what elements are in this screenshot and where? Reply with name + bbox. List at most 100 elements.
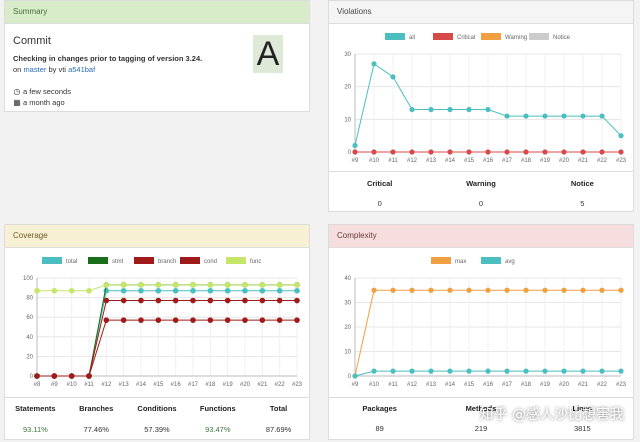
data-point-critical[interactable] xyxy=(523,149,529,155)
data-point-max[interactable] xyxy=(561,287,567,293)
data-point-all[interactable] xyxy=(523,113,529,119)
data-point-critical[interactable] xyxy=(352,149,358,155)
data-point-all[interactable] xyxy=(428,106,434,113)
data-point-branch[interactable] xyxy=(155,297,162,304)
legend-label-cond[interactable]: cond xyxy=(204,259,217,265)
data-point-cond[interactable] xyxy=(276,317,283,323)
data-point-max[interactable] xyxy=(504,287,510,293)
legend-label-critical[interactable]: Critical xyxy=(457,35,475,41)
data-point-all[interactable] xyxy=(466,106,472,113)
data-point-all[interactable] xyxy=(542,113,548,119)
data-point-total[interactable] xyxy=(259,287,266,294)
legend-swatch-warning[interactable] xyxy=(481,33,501,40)
data-point-critical[interactable] xyxy=(466,149,472,155)
data-point-func[interactable] xyxy=(138,282,144,288)
data-point-critical[interactable] xyxy=(485,149,491,155)
legend-label-avg[interactable]: avg xyxy=(505,259,515,265)
data-point-branch[interactable] xyxy=(242,297,248,304)
data-point-func[interactable] xyxy=(276,282,283,288)
data-point-cond[interactable] xyxy=(68,373,75,379)
data-point-cond[interactable] xyxy=(86,373,92,379)
data-point-max[interactable] xyxy=(466,287,472,293)
data-point-total[interactable] xyxy=(207,287,214,294)
data-point-cond[interactable] xyxy=(294,317,300,323)
data-point-cond[interactable] xyxy=(51,373,58,379)
data-point-total[interactable] xyxy=(138,287,144,294)
data-point-cond[interactable] xyxy=(190,317,196,323)
data-point-branch[interactable] xyxy=(224,297,231,304)
data-point-total[interactable] xyxy=(155,287,162,294)
data-point-avg[interactable] xyxy=(599,368,605,374)
data-point-func[interactable] xyxy=(294,282,300,288)
data-point-avg[interactable] xyxy=(523,368,529,374)
data-point-branch[interactable] xyxy=(103,297,110,304)
data-point-branch[interactable] xyxy=(276,297,283,304)
data-point-max[interactable] xyxy=(485,287,491,293)
data-point-func[interactable] xyxy=(155,282,162,288)
data-point-branch[interactable] xyxy=(294,297,300,304)
data-point-cond[interactable] xyxy=(207,317,214,323)
data-point-critical[interactable] xyxy=(390,149,396,155)
legend-label-total[interactable]: total xyxy=(66,259,77,265)
data-point-total[interactable] xyxy=(242,287,248,294)
legend-label-max[interactable]: max xyxy=(455,259,466,265)
data-point-func[interactable] xyxy=(68,287,75,294)
data-point-cond[interactable] xyxy=(224,317,231,323)
data-point-max[interactable] xyxy=(580,287,586,293)
data-point-cond[interactable] xyxy=(34,373,40,379)
data-point-all[interactable] xyxy=(409,106,415,113)
legend-swatch-max[interactable] xyxy=(431,257,451,264)
data-point-max[interactable] xyxy=(409,287,415,293)
data-point-max[interactable] xyxy=(390,287,396,293)
data-point-cond[interactable] xyxy=(172,317,179,323)
data-point-func[interactable] xyxy=(190,282,196,288)
data-point-all[interactable] xyxy=(618,133,624,139)
data-point-total[interactable] xyxy=(276,287,283,294)
data-point-critical[interactable] xyxy=(542,149,548,155)
data-point-func[interactable] xyxy=(207,282,214,288)
data-point-critical[interactable] xyxy=(580,149,586,155)
data-point-all[interactable] xyxy=(447,106,453,113)
data-point-critical[interactable] xyxy=(447,149,453,155)
data-point-func[interactable] xyxy=(103,282,110,288)
legend-label-warning[interactable]: Warning xyxy=(505,35,527,41)
data-point-max[interactable] xyxy=(523,287,529,293)
data-point-total[interactable] xyxy=(172,287,179,294)
data-point-total[interactable] xyxy=(294,287,300,294)
data-point-all[interactable] xyxy=(580,113,586,119)
data-point-max[interactable] xyxy=(447,287,453,293)
data-point-func[interactable] xyxy=(259,282,266,288)
data-point-cond[interactable] xyxy=(138,317,144,323)
legend-swatch-stmt[interactable] xyxy=(88,257,108,264)
data-point-all[interactable] xyxy=(561,113,567,119)
legend-label-all[interactable]: all xyxy=(409,35,415,41)
legend-swatch-total[interactable] xyxy=(42,257,62,264)
legend-swatch-cond[interactable] xyxy=(180,257,200,264)
data-point-total[interactable] xyxy=(120,287,127,294)
data-point-func[interactable] xyxy=(120,282,127,288)
data-point-avg[interactable] xyxy=(466,368,472,374)
legend-label-func[interactable]: func xyxy=(250,259,261,265)
data-point-func[interactable] xyxy=(51,287,58,294)
legend-swatch-avg[interactable] xyxy=(481,257,501,264)
data-point-all[interactable] xyxy=(390,74,396,80)
data-point-branch[interactable] xyxy=(207,297,214,304)
data-point-avg[interactable] xyxy=(580,368,586,374)
data-point-cond[interactable] xyxy=(103,317,110,323)
legend-label-stmt[interactable]: stmt xyxy=(112,259,124,265)
data-point-total[interactable] xyxy=(190,287,196,294)
data-point-func[interactable] xyxy=(224,282,231,288)
data-point-critical[interactable] xyxy=(618,149,624,155)
data-point-avg[interactable] xyxy=(390,368,396,374)
data-point-branch[interactable] xyxy=(259,297,266,304)
data-point-cond[interactable] xyxy=(259,317,266,323)
data-point-func[interactable] xyxy=(86,287,92,294)
data-point-max[interactable] xyxy=(542,287,548,293)
legend-swatch-notice[interactable] xyxy=(529,33,549,40)
data-point-avg[interactable] xyxy=(371,368,377,374)
data-point-max[interactable] xyxy=(599,287,605,293)
data-point-avg[interactable] xyxy=(352,373,358,379)
data-point-avg[interactable] xyxy=(409,368,415,374)
data-point-critical[interactable] xyxy=(599,149,605,155)
data-point-critical[interactable] xyxy=(504,149,510,155)
